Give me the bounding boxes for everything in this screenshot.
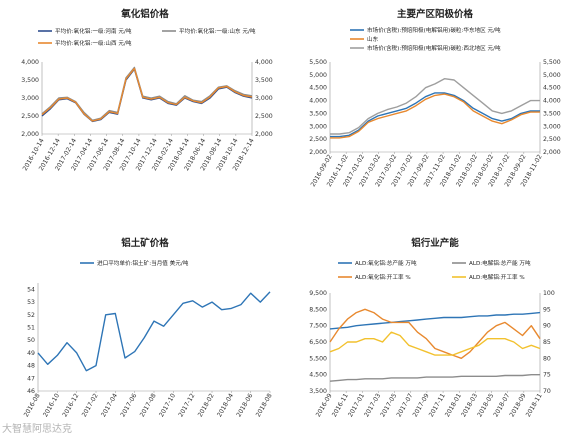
y-tick-label: 3,500: [309, 110, 327, 117]
y2-tick-label: 3,000: [255, 95, 273, 102]
y2-tick-label: 95: [543, 306, 551, 313]
series-line: [330, 93, 540, 139]
y-tick-label: 2,500: [21, 113, 39, 120]
y-tick-label: 4,000: [21, 59, 39, 66]
x-tick-label: 2018-06: [235, 392, 254, 418]
y-tick-label: 51: [27, 324, 35, 331]
y-tick-label: 4,500: [309, 372, 327, 379]
legend-label: 市场价(含税):预焙阳极(电解铝用)碳粒:华东地区 元/吨: [367, 26, 501, 34]
x-tick-label: 2016-12: [61, 392, 80, 418]
x-tick-label: 2017-08: [139, 392, 158, 418]
y2-tick-label: 3,500: [255, 77, 273, 84]
y2-tick-label: 100: [543, 290, 555, 297]
y-tick-label: 53: [27, 299, 35, 306]
y-tick-label: 48: [27, 363, 35, 370]
y2-tick-label: 4,500: [543, 85, 561, 92]
x-tick-label: 2018-02: [197, 392, 216, 418]
x-tick-label: 2017-06: [119, 392, 138, 418]
y-tick-label: 3,500: [21, 77, 39, 84]
y-tick-label: 52: [27, 312, 35, 319]
y-tick-label: 3,000: [309, 123, 327, 130]
legend-label: 平均价:氧化铝:一级:山西 元/吨: [55, 39, 132, 47]
chart-title: 主要产区阳极价格: [397, 8, 474, 20]
y2-tick-label: 4,000: [543, 98, 561, 105]
aluminum-capacity-chart: 铝行业产能 ALD:氧化铝:总产能 万吨 ALD:电解铝:总产能 万吨 ALD:氧化铝…: [290, 219, 579, 438]
y-tick-label: 3,000: [21, 95, 39, 102]
y-tick-label: 2,000: [309, 149, 327, 156]
legend-label: ALD:氧化铝:总产能 万吨: [355, 259, 417, 267]
chart-title: 氧化铝价格: [120, 8, 169, 20]
y2-tick-label: 3,000: [543, 123, 561, 130]
y-tick-label: 2,000: [21, 131, 39, 138]
y2-tick-label: 3,500: [543, 110, 561, 117]
y-tick-label: 46: [27, 388, 35, 395]
y2-tick-label: 2,000: [543, 149, 561, 156]
y2-tick-label: 2,000: [255, 131, 273, 138]
series-line: [330, 92, 540, 138]
y2-tick-label: 90: [543, 323, 551, 330]
y-tick-label: 4,500: [309, 85, 327, 92]
x-tick-label: 2018-08: [255, 392, 274, 418]
legend-label: ALD:电解铝:开工率 %: [469, 273, 525, 281]
y-tick-label: 8,500: [309, 306, 327, 313]
y-tick-label: 7,500: [309, 323, 327, 330]
y2-tick-label: 5,500: [543, 59, 561, 66]
y-tick-label: 6,500: [309, 339, 327, 346]
x-tick-label: 2016-08: [23, 392, 42, 418]
y-tick-label: 5,000: [309, 72, 327, 79]
series-line: [41, 67, 253, 122]
y2-tick-label: 2,500: [255, 113, 273, 120]
x-tick-label: 2017-02: [81, 392, 100, 418]
x-tick-label: 2016-10: [42, 392, 61, 418]
series-line: [329, 311, 541, 330]
aluminum-capacity-chart-svg: 铝行业产能 ALD:氧化铝:总产能 万吨 ALD:电解铝:总产能 万吨 ALD:氧化铝…: [309, 237, 555, 418]
series-line: [41, 68, 253, 123]
chart-title: 铝土矿价格: [121, 237, 169, 249]
y-tick-label: 47: [27, 375, 35, 382]
y2-tick-label: 5,000: [543, 72, 561, 79]
x-tick-label: 2018-11: [525, 392, 544, 418]
anode-price-chart: 主要产区阳极价格市场价(含税):预焙阳极(电解铝用)碳粒:华东地区 元/吨 山东市…: [290, 0, 579, 219]
series-line: [329, 373, 540, 382]
series-line: [330, 77, 540, 135]
y-tick-label: 50: [27, 337, 35, 344]
y-tick-label: 9,500: [309, 290, 327, 297]
series-line: [329, 308, 541, 360]
series-line: [41, 66, 253, 122]
legend-label: 市场价(含税):预焙阳极(电解铝用)碳粒:西北地区 元/吨: [367, 44, 501, 52]
y-tick-label: 54: [27, 286, 35, 293]
y2-tick-label: 4,000: [255, 59, 273, 66]
y-tick-label: 5,500: [309, 59, 327, 66]
legend-label: 平均价:氧化铝:一级:河南 元/吨: [55, 27, 132, 35]
y-tick-label: 3,500: [309, 388, 327, 395]
x-tick-label: 2017-10: [158, 392, 177, 418]
watermark-text: 大智慧阿思达克: [2, 424, 72, 435]
y2-tick-label: 70: [543, 388, 551, 395]
y2-tick-label: 75: [543, 372, 551, 379]
legend-label: 进口平均单价:铝土矿:当月值 美元/吨: [97, 259, 189, 267]
alumina-price-chart: 氧化铝价格平均价:氧化铝:一级:河南 元/吨 平均价:氧化铝:一级:山东 元/吨平…: [0, 0, 290, 219]
legend-label: 山东: [367, 35, 379, 43]
legend-label: 平均价:氧化铝:一级:山东 元/吨: [179, 27, 256, 35]
x-tick-label: 2017-12: [177, 392, 196, 418]
series-line: [329, 331, 541, 356]
y2-tick-label: 85: [543, 339, 551, 346]
x-tick-label: 2017-04: [100, 392, 119, 418]
x-tick-label: 2018-04: [216, 392, 235, 418]
chart-title: 铝行业产能: [411, 237, 459, 249]
y2-tick-label: 2,500: [543, 136, 561, 143]
bauxite-price-chart: 铝土矿价格进口平均单价:铝土矿:当月值 美元/吨 46 47 48 49 50 51 52 53…: [0, 219, 290, 438]
y-tick-label: 5,500: [309, 355, 327, 362]
y-tick-label: 4,000: [309, 98, 327, 105]
y2-tick-label: 80: [543, 355, 551, 362]
legend-label: ALD:电解铝:总产能 万吨: [469, 259, 531, 267]
y-tick-label: 2,500: [309, 136, 327, 143]
series-line: [37, 291, 271, 372]
legend-label: ALD:氧化铝:开工率 %: [355, 273, 411, 281]
y-tick-label: 49: [27, 350, 35, 357]
